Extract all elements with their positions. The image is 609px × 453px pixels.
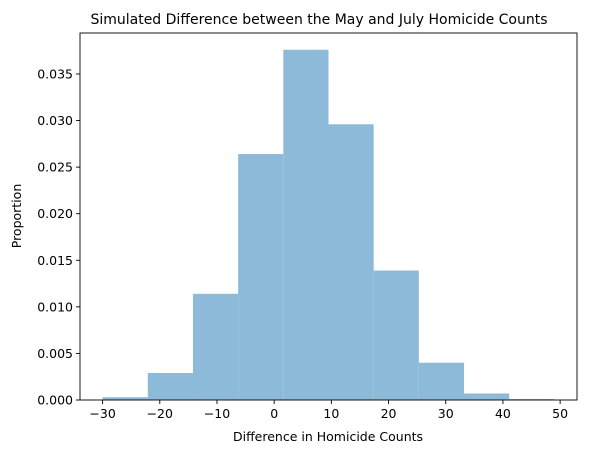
y-tick-label: 0.020 [37, 206, 73, 221]
histogram-bar [509, 399, 555, 400]
y-tick-label: 0.025 [37, 160, 73, 175]
histogram-bar [147, 372, 193, 400]
histogram-bars [102, 49, 555, 401]
histogram-bar [418, 362, 465, 400]
y-axis-ticks: 0.000 0.005 0.010 0.015 0.020 0.025 0.030 0.035 [37, 66, 80, 408]
y-tick-label: 0.015 [37, 253, 73, 268]
y-tick-label: 0.005 [37, 346, 73, 361]
x-axis-ticks: −30 −20 −10 0 10 20 30 40 50 [89, 400, 568, 421]
x-tick-label: −30 [89, 406, 115, 421]
histogram-bar [238, 154, 284, 400]
x-tick-label: 0 [270, 406, 278, 421]
chart-title: Simulated Difference between the May and… [90, 12, 547, 28]
plot-frame [79, 32, 578, 401]
x-tick-label: 50 [552, 406, 568, 421]
y-tick-label: 0.000 [37, 393, 73, 408]
y-tick-label: 0.030 [37, 113, 73, 128]
y-tick-label: 0.010 [37, 299, 73, 314]
histogram-bar [464, 393, 510, 400]
x-tick-label: −20 [147, 406, 173, 421]
histogram-bar [373, 270, 419, 400]
x-tick-label: 20 [381, 406, 397, 421]
histogram-bar [102, 397, 148, 400]
x-tick-label: 30 [438, 406, 454, 421]
x-tick-label: 40 [495, 406, 511, 421]
y-tick-label: 0.035 [37, 66, 73, 81]
histogram-bar [192, 293, 239, 400]
x-tick-label: −10 [204, 406, 230, 421]
x-axis-label: Difference in Homicide Counts [233, 429, 423, 444]
histogram-bar [328, 124, 374, 400]
histogram-bar [283, 49, 329, 401]
x-tick-label: 10 [323, 406, 339, 421]
y-axis-label: Proportion [9, 184, 24, 249]
